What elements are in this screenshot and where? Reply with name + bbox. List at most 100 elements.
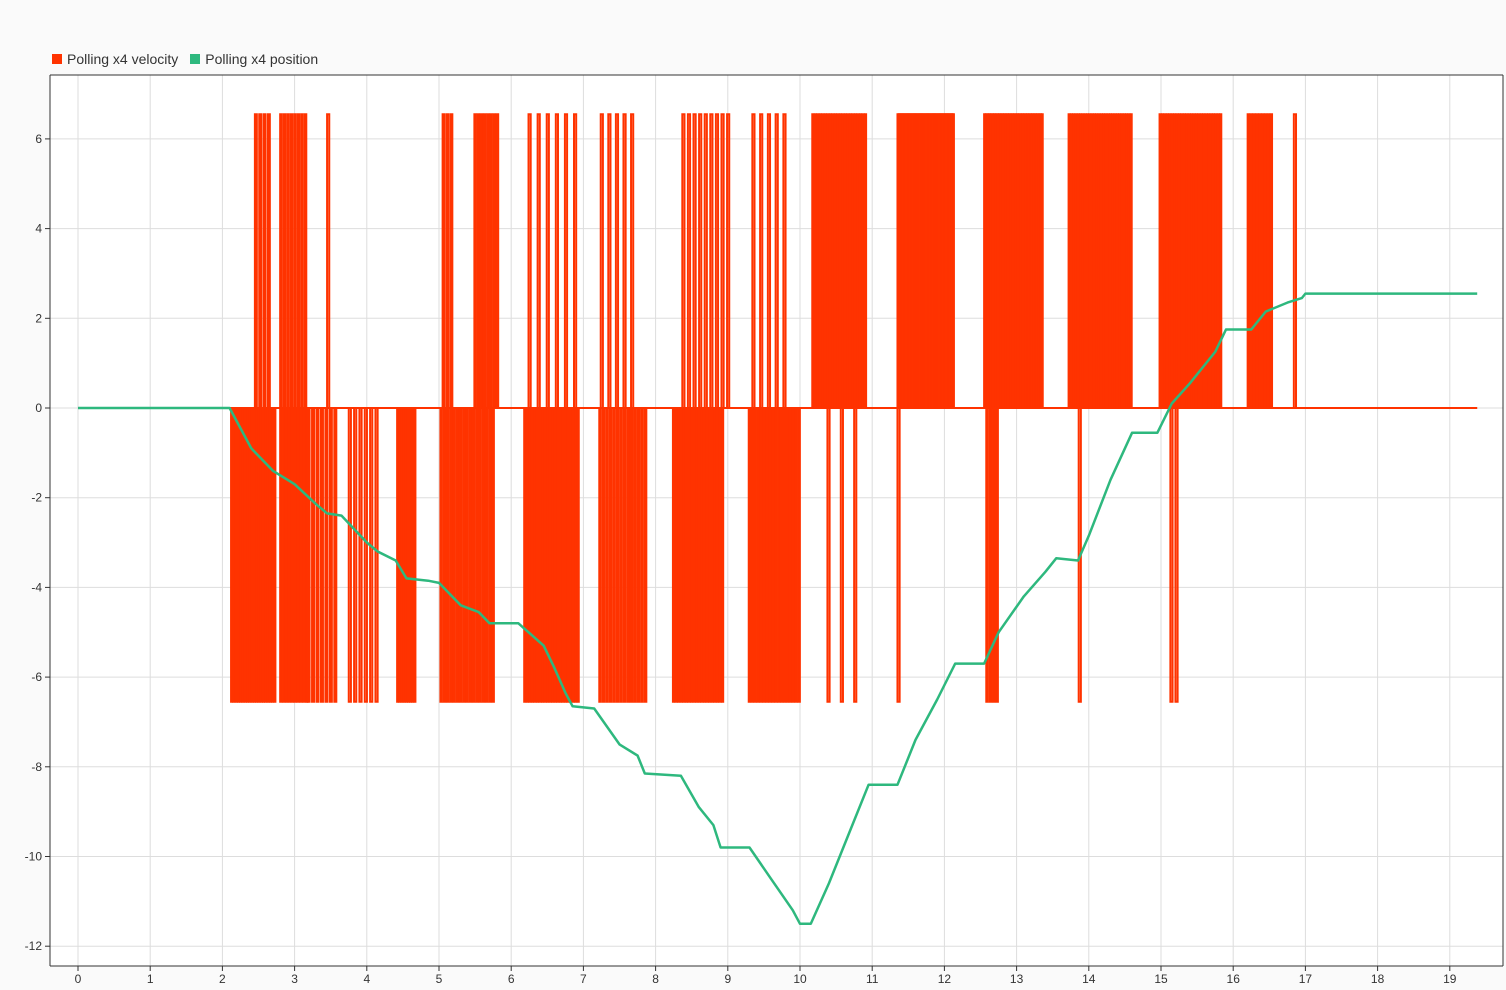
x-tick-label: 9 (724, 972, 731, 986)
velocity-pulse (289, 113, 294, 408)
x-tick-label: 12 (938, 972, 952, 986)
velocity-pulse (279, 408, 283, 703)
velocity-pulse (1129, 113, 1133, 408)
velocity-pulse (1190, 113, 1194, 408)
velocity-pulse (751, 113, 756, 408)
velocity-pulse (768, 408, 772, 703)
velocity-pulse (246, 408, 250, 703)
velocity-pulse (479, 113, 484, 408)
y-tick-label: -4 (31, 580, 42, 594)
velocity-pulse (1216, 113, 1220, 408)
velocity-pulse (615, 408, 620, 703)
velocity-pulse (1069, 113, 1073, 408)
velocity-pulse (468, 408, 473, 703)
velocity-pulse (409, 408, 413, 703)
x-tick-label: 1 (147, 972, 154, 986)
legend: Polling x4 velocity Polling x4 position (52, 51, 330, 67)
velocity-pulse (563, 113, 569, 408)
velocity-pulse (1102, 113, 1106, 408)
legend-label-position: Polling x4 position (205, 51, 319, 67)
velocity-pulse (838, 113, 843, 408)
velocity-pulse (1246, 113, 1250, 408)
velocity-pulse (571, 408, 575, 703)
velocity-pulse (315, 408, 320, 703)
velocity-pulse (826, 408, 831, 703)
velocity-pulse (398, 408, 402, 703)
velocity-pulse (782, 113, 787, 408)
velocity-pulse (726, 113, 731, 408)
velocity-pulse (952, 113, 955, 408)
velocity-pulse (558, 408, 562, 703)
velocity-pulse (601, 408, 606, 703)
velocity-pulse (328, 408, 333, 703)
velocity-pulse (1199, 113, 1203, 408)
legend-item-position[interactable]: Polling x4 position (190, 51, 318, 67)
velocity-pulse (241, 408, 245, 703)
velocity-pulse (614, 113, 620, 408)
velocity-pulse (992, 408, 996, 703)
y-tick-label: -10 (25, 850, 43, 864)
velocity-pulse (1194, 113, 1199, 408)
velocity-pulse (536, 113, 541, 408)
velocity-pulse (333, 408, 338, 703)
x-tick-label: 19 (1443, 972, 1457, 986)
velocity-pulse (766, 113, 772, 408)
velocity-pulse (1292, 113, 1298, 408)
velocity-pulse (843, 113, 848, 408)
velocity-pulse (279, 113, 283, 408)
velocity-pulse (1127, 113, 1131, 408)
velocity-pulse (756, 408, 760, 703)
velocity-pulse (762, 408, 766, 703)
velocity-pulse (1088, 113, 1092, 408)
velocity-pulse (1177, 113, 1182, 408)
velocity-pulse (828, 113, 832, 408)
velocity-pulse (1169, 408, 1174, 703)
x-tick-label: 17 (1299, 972, 1313, 986)
velocity-pulse (1202, 113, 1206, 408)
velocity-pulse (573, 113, 578, 408)
velocity-pulse (441, 113, 446, 408)
velocity-pulse (266, 408, 270, 703)
velocity-pulse (293, 113, 297, 408)
velocity-pulse (1261, 113, 1265, 408)
velocity-pulse (1197, 113, 1201, 408)
velocity-pulse (1158, 113, 1162, 408)
legend-label-velocity: Polling x4 velocity (67, 51, 179, 67)
velocity-pulse (771, 408, 775, 703)
velocity-pulse (677, 408, 681, 703)
velocity-pulse (1263, 113, 1268, 408)
velocity-pulse (853, 113, 858, 408)
velocity-pulse (853, 408, 858, 703)
velocity-pulse (287, 408, 292, 703)
velocity-pulse (788, 408, 793, 703)
velocity-pulse (705, 408, 709, 703)
velocity-pulse (574, 408, 578, 703)
x-tick-label: 6 (508, 972, 515, 986)
velocity-pulse (462, 408, 466, 703)
velocity-pulse (821, 113, 825, 408)
x-tick-label: 5 (436, 972, 443, 986)
velocity-pulse (476, 113, 481, 408)
velocity-pulse (1173, 113, 1177, 408)
velocity-pulse (841, 113, 845, 408)
velocity-pulse (846, 113, 850, 408)
legend-item-velocity[interactable]: Polling x4 velocity (52, 51, 178, 67)
y-tick-label: -8 (31, 760, 42, 774)
velocity-pulse (495, 113, 500, 408)
velocity-pulse (455, 408, 460, 703)
velocity-pulse (679, 408, 683, 703)
velocity-pulse (243, 408, 247, 703)
velocity-pulse (630, 113, 635, 408)
velocity-pulse (452, 408, 456, 703)
velocity-pulse (1122, 113, 1126, 408)
velocity-pulse (839, 408, 844, 703)
velocity-pulse (695, 408, 699, 703)
velocity-pulse (528, 408, 532, 703)
velocity-pulse (1104, 113, 1108, 408)
velocity-pulse (473, 113, 477, 408)
velocity-pulse (1192, 113, 1196, 408)
velocity-pulse (1175, 113, 1179, 408)
velocity-pulse (1163, 113, 1167, 408)
velocity-pulse (264, 408, 268, 703)
